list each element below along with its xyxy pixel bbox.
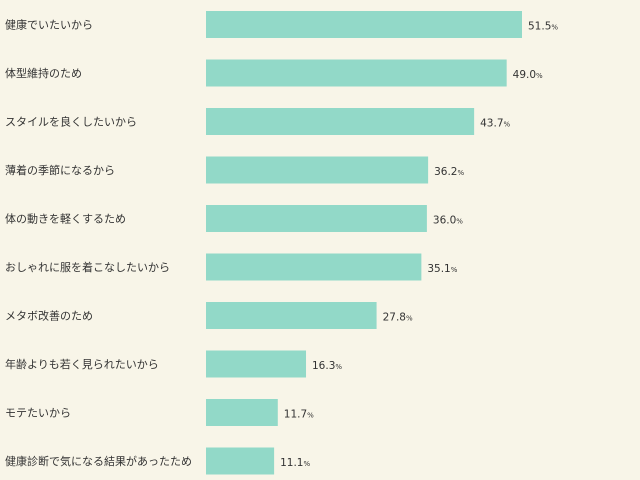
category-label: おしゃれに服を着こなしたいから <box>5 260 170 274</box>
value-number: 36.0 <box>433 215 456 227</box>
value-label: 51.5% <box>528 21 558 33</box>
bar-group: 健康でいたいから 51.5% 体型維持のため 49.0% スタイルを良くしたいから 43.… <box>5 11 558 475</box>
bar-row: モテたいから 11.7% <box>5 399 314 426</box>
bar <box>206 156 429 184</box>
value-label: 36.0% <box>433 215 463 227</box>
value-number: 51.5 <box>528 21 551 33</box>
value-label: 35.1% <box>427 263 457 275</box>
value-unit: % <box>303 460 310 468</box>
value-unit: % <box>406 315 413 323</box>
category-label: 体の動きを軽くするため <box>5 212 126 226</box>
category-label: 薄着の季節になるから <box>5 163 115 177</box>
value-unit: % <box>451 266 458 274</box>
value-label: 49.0% <box>513 69 543 81</box>
category-label: スタイルを良くしたいから <box>5 115 137 129</box>
category-label: 体型維持のため <box>5 66 82 80</box>
value-number: 11.7 <box>284 409 307 421</box>
bar-row: スタイルを良くしたいから 43.7% <box>5 108 511 135</box>
value-number: 35.1 <box>427 263 450 275</box>
value-unit: % <box>456 218 463 226</box>
bar-row: 健康でいたいから 51.5% <box>5 11 558 38</box>
value-number: 36.2 <box>434 166 457 178</box>
value-unit: % <box>335 363 342 371</box>
category-label: モテたいから <box>5 407 71 420</box>
value-unit: % <box>458 169 465 177</box>
bar <box>206 59 507 87</box>
category-label: メタボ改善のため <box>5 309 93 323</box>
bar-row: メタボ改善のため 27.8% <box>5 302 413 329</box>
bar <box>206 108 475 135</box>
bar <box>206 350 307 378</box>
bar-row: 薄着の季節になるから 36.2% <box>5 156 465 184</box>
value-label: 16.3% <box>312 360 342 372</box>
bar <box>206 205 427 232</box>
bar-row: 体型維持のため 49.0% <box>5 59 543 87</box>
value-unit: % <box>504 121 511 129</box>
category-label: 年齢よりも若く見られたいから <box>5 357 159 371</box>
bar-row: おしゃれに服を着こなしたいから 35.1% <box>5 253 458 281</box>
bar <box>206 253 422 281</box>
bar <box>206 399 278 426</box>
value-number: 27.8 <box>383 312 406 324</box>
value-number: 43.7 <box>480 118 503 130</box>
value-number: 16.3 <box>312 360 335 372</box>
value-label: 43.7% <box>480 118 510 130</box>
bar <box>206 302 377 329</box>
value-unit: % <box>551 24 558 32</box>
value-number: 49.0 <box>513 69 536 81</box>
category-label: 健康でいたいから <box>5 18 93 32</box>
bar-row: 体の動きを軽くするため 36.0% <box>5 205 463 232</box>
value-label: 11.1% <box>280 457 310 469</box>
value-label: 11.7% <box>284 409 314 421</box>
value-label: 36.2% <box>434 166 464 178</box>
value-number: 11.1 <box>280 457 303 469</box>
bar <box>206 11 522 38</box>
bar-row: 健康診断で気になる結果があったため 11.1% <box>5 447 310 475</box>
bar-row: 年齢よりも若く見られたいから 16.3% <box>5 350 342 378</box>
value-unit: % <box>307 412 314 420</box>
category-label: 健康診断で気になる結果があったため <box>5 454 192 468</box>
bar <box>206 447 275 475</box>
value-unit: % <box>536 72 543 80</box>
value-label: 27.8% <box>383 312 413 324</box>
